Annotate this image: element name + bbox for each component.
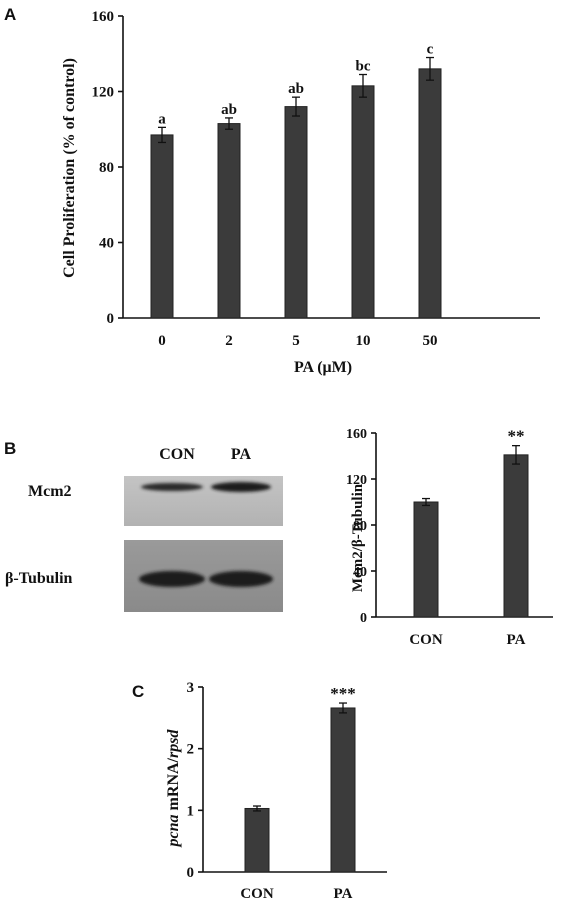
chart-a-significance-label: bc bbox=[356, 59, 371, 75]
chart-a-significance-label: a bbox=[158, 111, 166, 127]
chart-c-pcna-mrna: pcna mRNA/rpsd 0 1 2 3 CON *** PA bbox=[165, 680, 387, 902]
chart-a-bar bbox=[351, 85, 375, 319]
chart-a-x-tick-label: 5 bbox=[292, 333, 300, 349]
chart-b-y-axis-label: Mcm2/β-Tubulin bbox=[350, 483, 366, 592]
chart-b-bar bbox=[413, 501, 439, 618]
chart-a-x-tick-label: 2 bbox=[225, 333, 233, 349]
chart-c-y-label-gene: pcna bbox=[165, 814, 182, 848]
blot-row-label-tubulin: β-Tubulin bbox=[5, 570, 73, 587]
chart-b-y-tick-label: 120 bbox=[346, 473, 367, 488]
panel-label-b: B bbox=[4, 439, 16, 458]
chart-b-x-tick-label: CON bbox=[409, 632, 443, 648]
chart-c-y-label-ref: rpsd bbox=[165, 729, 182, 758]
chart-a-x-tick-label: 50 bbox=[423, 333, 438, 349]
panel-label-c: C bbox=[132, 682, 144, 701]
chart-b-significance-label: ** bbox=[508, 427, 525, 446]
chart-a-significance-label: ab bbox=[288, 81, 304, 97]
chart-c-significance-label: *** bbox=[330, 684, 356, 703]
blot-band-tubulin-con bbox=[139, 571, 205, 587]
blot-row-label-mcm2: Mcm2 bbox=[28, 483, 72, 500]
chart-c-x-tick-label: CON bbox=[240, 886, 274, 902]
blot-band-mcm2-pa bbox=[211, 482, 271, 492]
chart-c-y-tick-label: 0 bbox=[187, 865, 195, 881]
chart-c-y-tick-label: 1 bbox=[187, 803, 195, 819]
chart-a-y-tick-label: 80 bbox=[99, 160, 114, 176]
chart-b-y-tick-label: 40 bbox=[353, 565, 367, 580]
chart-a-bar bbox=[284, 106, 308, 319]
chart-a-x-tick-label: 0 bbox=[158, 333, 166, 349]
chart-a-bar bbox=[150, 134, 174, 319]
chart-a-y-axis-label: Cell Proliferation (% of control) bbox=[61, 58, 78, 278]
chart-b-y-tick-label: 80 bbox=[353, 519, 367, 534]
chart-a-y-tick-label: 40 bbox=[99, 236, 114, 252]
chart-c-y-axis-label: pcna mRNA/rpsd bbox=[165, 729, 182, 849]
chart-c-y-tick-label: 2 bbox=[187, 742, 195, 758]
chart-a-bar bbox=[217, 123, 241, 319]
chart-a-y-tick-label: 120 bbox=[92, 85, 115, 101]
blot-band-tubulin-pa bbox=[209, 571, 273, 587]
chart-a-x-axis-label: PA (μM) bbox=[294, 359, 352, 376]
chart-a-bar bbox=[418, 68, 442, 319]
chart-a-y-tick-label: 0 bbox=[107, 311, 115, 327]
chart-b-mcm2-ratio: Mcm2/β-Tubulin 0 40 80 120 160 CON ** PA bbox=[346, 427, 553, 648]
chart-a-x-tick-label: 10 bbox=[356, 333, 371, 349]
panel-label-a: A bbox=[4, 5, 16, 24]
chart-b-y-tick-label: 160 bbox=[346, 427, 367, 442]
chart-c-x-tick-label: PA bbox=[334, 886, 353, 902]
chart-a-y-tick-label: 160 bbox=[92, 9, 115, 25]
chart-c-bar bbox=[244, 807, 270, 873]
blot-lane-label-pa: PA bbox=[231, 446, 252, 463]
blot-lane-label-con: CON bbox=[159, 446, 195, 463]
chart-b-y-tick-label: 0 bbox=[360, 611, 367, 626]
chart-b-bar bbox=[503, 454, 529, 618]
chart-a-proliferation: Cell Proliferation (% of control) PA (μM… bbox=[61, 9, 540, 376]
chart-c-bar bbox=[330, 707, 356, 873]
chart-c-y-tick-label: 3 bbox=[187, 680, 195, 696]
blot-band-mcm2-con bbox=[141, 483, 203, 491]
chart-c-y-label-mid: mRNA/ bbox=[165, 757, 182, 814]
chart-a-significance-label: c bbox=[427, 42, 434, 58]
chart-b-x-tick-label: PA bbox=[507, 632, 526, 648]
chart-a-significance-label: ab bbox=[221, 102, 237, 118]
western-blot: CON PA Mcm2 β-Tubulin bbox=[5, 446, 283, 612]
